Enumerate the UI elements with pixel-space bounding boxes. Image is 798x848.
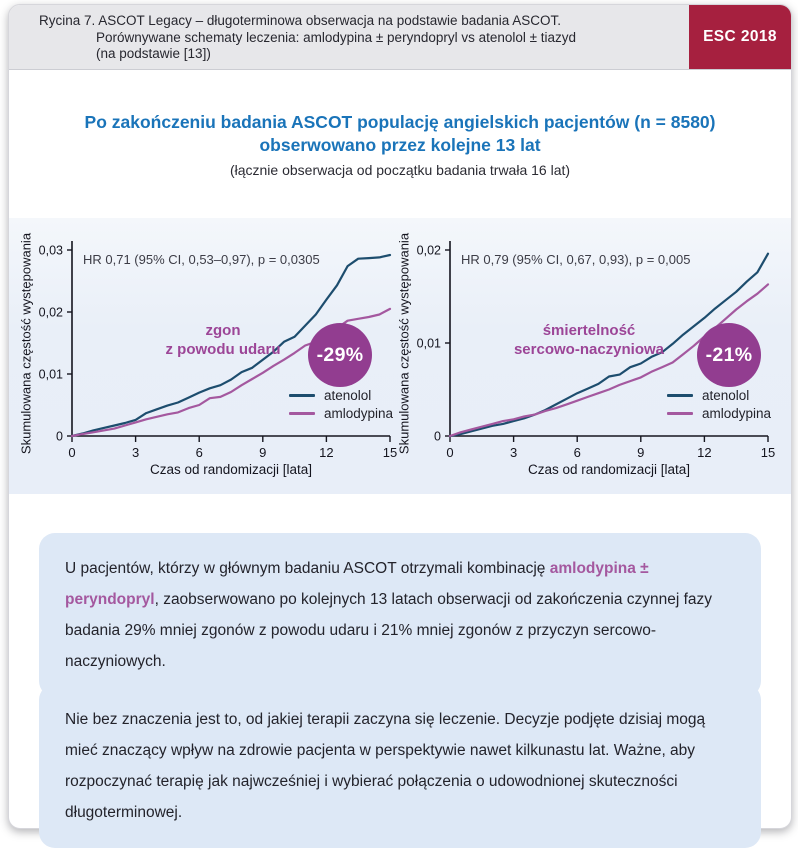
legend: atenolol amlodypina	[667, 386, 771, 422]
caption-line-1: Rycina 7. ASCOT Legacy – długoterminowa …	[39, 13, 562, 28]
svg-text:0: 0	[434, 430, 441, 444]
legend-item-amlodypina: amlodypina	[667, 404, 771, 422]
svg-text:0,01: 0,01	[417, 337, 441, 351]
condition-label: śmiertelność sercowo-naczyniowa	[513, 322, 665, 358]
svg-text:3: 3	[510, 445, 517, 460]
esc-2018-badge: ESC 2018	[689, 5, 791, 69]
x-axis-label: Czas od randomizacji [lata]	[149, 462, 313, 477]
svg-text:15: 15	[761, 445, 775, 460]
figure-caption-bar: Rycina 7. ASCOT Legacy – długoterminowa …	[9, 5, 791, 70]
svg-text:12: 12	[697, 445, 711, 460]
summary-text-before: U pacjentów, którzy w głównym badaniu AS…	[65, 560, 550, 577]
series-atenolol-line	[70, 253, 392, 438]
caption-line-2: Porównywane schematy leczenia: amlodypin…	[96, 29, 577, 45]
caption-line-3: (na podstawie [13])	[96, 46, 211, 61]
svg-text:3: 3	[132, 445, 139, 460]
summary-box: U pacjentów, którzy w głównym badaniu AS…	[39, 533, 761, 697]
svg-text:9: 9	[637, 445, 644, 460]
conclusion-box: Nie bez znaczenia jest to, od jakiej ter…	[39, 684, 761, 848]
legend-label-amlodypina: amlodypina	[324, 405, 394, 421]
legend-item-atenolol: atenolol	[289, 386, 393, 404]
svg-text:0,03: 0,03	[39, 244, 63, 258]
legend-item-atenolol: atenolol	[667, 386, 771, 404]
svg-text:0: 0	[446, 445, 453, 460]
series-atenolol-line	[448, 252, 770, 438]
summary-text-after: , zaobserwowano po kolejnych 13 latach o…	[65, 591, 713, 670]
atenolol-line-swatch	[289, 393, 315, 397]
reduction-badge: -29%	[308, 323, 372, 387]
chart-cv-mortality: 0 0,01 0,02 0 3 6 9 12 15 Skumulowana częstość w…	[389, 222, 776, 484]
legend-item-amlodypina: amlodypina	[289, 404, 393, 422]
svg-text:0: 0	[56, 430, 63, 444]
summary-highlight: amlodypina ± peryndopryl	[65, 560, 649, 608]
figure-caption: Rycina 7. ASCOT Legacy – długoterminowa …	[9, 5, 791, 63]
page-subtitle: (łącznie obserwacja od początku badania …	[229, 162, 571, 178]
figure-card: Rycina 7. ASCOT Legacy – długoterminowa …	[8, 4, 792, 848]
svg-text:6: 6	[196, 445, 203, 460]
x-axis-label: Czas od randomizacji [lata]	[527, 462, 691, 477]
condition-label: zgon z powodu udaru	[165, 322, 281, 358]
chart-stroke-death: 0 0,01 0,02 0,03 0 3 6 9 12 15 Skumulowana często…	[11, 222, 398, 484]
svg-text:0,02: 0,02	[417, 244, 441, 258]
amlodypina-line-swatch	[289, 411, 315, 415]
legend-label-amlodypina: amlodypina	[702, 405, 772, 421]
svg-text:9: 9	[259, 445, 266, 460]
svg-text:15: 15	[383, 445, 397, 460]
page-title: Po zakończeniu badania ASCOT populację a…	[84, 112, 716, 155]
atenolol-line-swatch	[667, 393, 693, 397]
svg-text:0: 0	[68, 445, 75, 460]
svg-text:12: 12	[319, 445, 333, 460]
y-axis-label: Skumulowana częstość występowania	[396, 232, 412, 455]
svg-text:0,01: 0,01	[39, 368, 63, 382]
svg-text:6: 6	[574, 445, 581, 460]
legend: atenolol amlodypina	[289, 386, 393, 422]
y-axis-label: Skumulowana częstość występowania	[18, 232, 34, 455]
reduction-badge: -21%	[697, 323, 761, 387]
charts-section: 0 0,01 0,02 0,03 0 3 6 9 12 15 Skumulowana często…	[9, 218, 791, 494]
legend-label-atenolol: atenolol	[324, 387, 372, 403]
amlodypina-line-swatch	[667, 411, 693, 415]
hr-annotation: HR 0,79 (95% CI, 0,67, 0,93), p = 0,005	[461, 252, 691, 267]
hr-annotation: HR 0,71 (95% CI, 0,53–0,97), p = 0,0305	[83, 252, 320, 267]
conclusion-text: Nie bez znaczenia jest to, od jakiej ter…	[65, 711, 706, 821]
legend-label-atenolol: atenolol	[702, 387, 750, 403]
title-block: Po zakończeniu badania ASCOT populację a…	[49, 111, 751, 178]
svg-text:0,02: 0,02	[39, 306, 63, 320]
